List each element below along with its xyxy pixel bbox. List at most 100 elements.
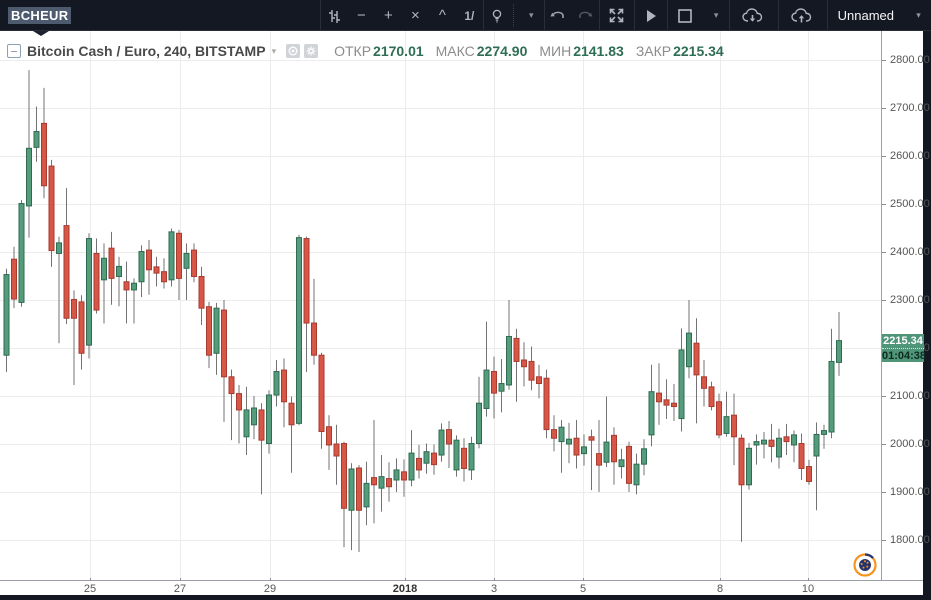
redo-button[interactable] [572, 0, 599, 31]
layout-name-label: Unnamed [837, 7, 895, 23]
time-axis-tick [808, 578, 809, 581]
close-label: ЗАКР [635, 43, 672, 59]
layout-name-button[interactable]: Unnamed [828, 0, 904, 30]
close-value: 2215.34 [673, 43, 724, 59]
minus-icon: − [356, 7, 366, 24]
symbol-search-input[interactable]: BCHEUR [0, 0, 320, 30]
fullscreen-icon [608, 7, 625, 24]
legend-minimize-icon[interactable] [7, 44, 21, 58]
cloud-download-icon [741, 7, 767, 25]
price-axis-label: 2400.00 [890, 246, 930, 258]
price-axis-tick [882, 60, 886, 61]
provider-logo-icon[interactable] [853, 553, 877, 577]
price-axis-label: 2000.00 [890, 438, 930, 450]
time-axis-label: 2018 [392, 583, 418, 595]
bars-style-icon [327, 9, 341, 23]
time-axis-tick [270, 578, 271, 581]
high-value: 2274.90 [476, 43, 528, 59]
price-axis-label: 2300.00 [890, 294, 930, 306]
indicators-dropdown-button[interactable]: ▾ [517, 0, 544, 31]
indicators-button[interactable] [484, 0, 511, 31]
price-axis-tick [882, 204, 886, 205]
low-value: 2141.83 [573, 43, 624, 59]
load-layout-button[interactable] [730, 0, 778, 31]
chart-legend: Bitcoin Cash / Euro, 240, BITSTAMP ▾ ОТК… [7, 42, 736, 60]
save-layout-button[interactable] [779, 0, 827, 31]
lightbulb-icon [489, 8, 505, 24]
layout-square-icon [677, 8, 693, 24]
price-axis[interactable]: 2215.34 01:04:38 1800.00 1900.00 2000.00 21… [881, 31, 930, 580]
toolbar-separator [826, 0, 828, 31]
price-axis-tick [882, 492, 886, 493]
time-axis-tick [90, 578, 91, 581]
time-axis-tick [720, 578, 721, 581]
time-axis-label: 10 [801, 583, 815, 595]
chevron-down-icon: ▾ [916, 10, 921, 20]
undo-button[interactable] [545, 0, 572, 31]
time-axis[interactable]: 25 27 29 2018 3 5 8 10 [0, 578, 923, 595]
price-axis-tick [882, 156, 886, 157]
low-label: МИН [539, 43, 572, 59]
chart-style-button[interactable] [321, 0, 348, 31]
price-axis-tick [882, 396, 886, 397]
top-toolbar: BCHEUR − + × ^ 1/ ▾ [0, 0, 931, 31]
symbol-title[interactable]: Bitcoin Cash / Euro, 240, BITSTAMP [27, 43, 266, 59]
layout-name-dropdown-button[interactable]: ▾ [904, 0, 931, 31]
layout-dropdown-button[interactable]: ▾ [702, 0, 729, 31]
close-icon: × [410, 7, 420, 24]
time-axis-label: 3 [490, 583, 498, 595]
time-axis-tick [583, 578, 584, 581]
layout-select-button[interactable] [668, 0, 702, 31]
price-axis-label: 2700.00 [890, 102, 930, 114]
toolbar-separator [319, 0, 321, 31]
redo-arrow-icon [576, 9, 594, 23]
symbol-text: BCHEUR [8, 6, 72, 24]
hide-series-button[interactable] [286, 43, 301, 59]
toolbar-separator [666, 0, 668, 31]
cloud-upload-icon [790, 7, 816, 25]
series-settings-button[interactable] [304, 43, 319, 59]
compare-remove-button[interactable]: − [348, 0, 375, 31]
invert-scale-button[interactable]: 1/ [456, 0, 483, 31]
price-axis-label: 2500.00 [890, 198, 930, 210]
plus-icon: + [383, 7, 393, 24]
time-axis-label: 8 [716, 583, 724, 595]
time-axis-label: 25 [83, 583, 97, 595]
price-axis-label: 2600.00 [890, 150, 930, 162]
sidebar-toggle-button[interactable] [635, 0, 667, 31]
undo-arrow-icon [549, 9, 567, 23]
bar-countdown-label: 01:04:38 [882, 347, 927, 362]
play-arrow-icon [645, 9, 657, 23]
toolbar-separator [598, 0, 600, 31]
price-axis-tick [882, 300, 886, 301]
ohlc-readout: ОТКР 2170.01 МАКС 2274.90 МИН 2141.83 ЗАКР 2… [334, 43, 736, 59]
price-axis-label: 1800.00 [890, 534, 930, 546]
drawing-toolbar-collapse-handle[interactable] [33, 31, 49, 36]
eye-icon [288, 43, 298, 59]
time-axis-label: 27 [173, 583, 187, 595]
last-price-label: 2215.34 [882, 333, 924, 348]
price-axis-label: 2100.00 [890, 390, 930, 402]
high-label: МАКС [435, 43, 475, 59]
remove-indicator-button[interactable]: × [402, 0, 429, 31]
chart-canvas[interactable] [0, 31, 881, 580]
price-axis-tick [882, 540, 886, 541]
time-axis-label: 5 [579, 583, 587, 595]
fullscreen-button[interactable] [600, 0, 634, 31]
toolbar-separator [543, 0, 545, 31]
toolbar-separator [482, 0, 484, 31]
price-axis-tick [882, 108, 886, 109]
price-axis-label: 2800.00 [890, 54, 930, 66]
chart-panel: Bitcoin Cash / Euro, 240, BITSTAMP ▾ ОТК… [0, 31, 930, 595]
time-axis-tick [405, 578, 406, 581]
compare-add-button[interactable]: + [375, 0, 402, 31]
toolbar-separator [777, 0, 779, 31]
gear-icon [306, 43, 316, 59]
price-axis-tick [882, 444, 886, 445]
scale-up-button[interactable]: ^ [429, 0, 456, 31]
price-axis-label: 1900.00 [890, 486, 930, 498]
chevron-down-icon: ▾ [529, 10, 534, 20]
chevron-down-icon[interactable]: ▾ [271, 45, 277, 56]
price-axis-tick [882, 252, 886, 253]
chevron-down-icon: ▾ [713, 10, 719, 20]
